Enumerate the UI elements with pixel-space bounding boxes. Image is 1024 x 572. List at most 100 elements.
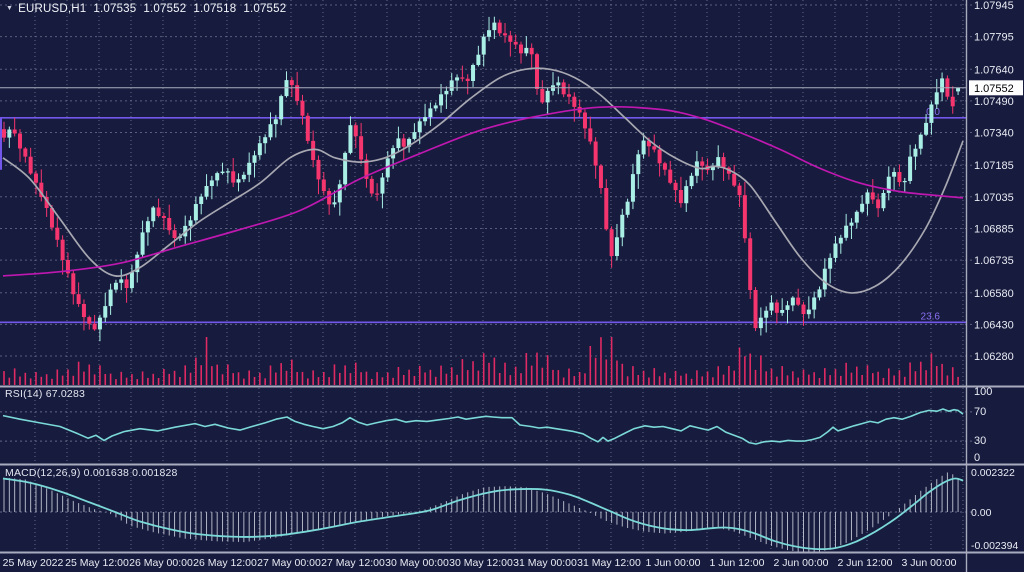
ma-slow-magenta-line <box>2 106 964 277</box>
candle-body <box>572 96 577 107</box>
candle-body <box>247 162 252 175</box>
fib-level-label: 23.6 <box>921 311 941 322</box>
candle-body <box>636 154 641 175</box>
ma-fast-gray-line <box>2 67 964 294</box>
rsi-scale-label: 30 <box>974 435 986 447</box>
rsi-indicator-label: RSI(14) 67.0283 <box>5 388 86 400</box>
candle-body <box>81 304 86 318</box>
candle-body <box>241 174 246 180</box>
candle-body <box>359 136 364 160</box>
candle-body <box>780 310 785 313</box>
candle-body <box>870 192 875 200</box>
candle-body <box>311 140 316 160</box>
candle-body <box>199 196 204 204</box>
candle-body <box>28 156 33 174</box>
candle-body <box>849 222 854 226</box>
price-axis-label: 1.07340 <box>974 128 1014 140</box>
time-axis-label: 26 May 12:00 <box>193 557 257 569</box>
chart-title: ▼ EURUSD,H1 1.07535 1.07552 1.07518 1.07552 <box>6 3 286 15</box>
candle-body <box>321 179 326 192</box>
candle-body <box>2 129 6 138</box>
candle-body <box>657 149 662 164</box>
candle-body <box>524 47 529 54</box>
grid-layer <box>0 0 972 552</box>
candle-body <box>460 77 465 79</box>
candle-body <box>481 36 486 55</box>
candle-body <box>92 323 97 330</box>
time-axis-label: 30 May 00:00 <box>385 557 449 569</box>
candle-body <box>476 54 481 65</box>
candle-body <box>908 156 913 181</box>
candle-body <box>401 138 406 147</box>
candle-body <box>913 148 918 157</box>
candle-body <box>17 133 22 149</box>
candle-body <box>838 237 843 244</box>
candle-body <box>646 140 651 147</box>
candle-body <box>892 172 897 177</box>
candle-body <box>614 237 619 256</box>
symbol-timeframe-label: EURUSD,H1 <box>18 3 87 15</box>
candle-body <box>625 201 630 215</box>
candle-body <box>449 80 454 91</box>
candle-body <box>209 180 214 186</box>
candle-body <box>886 176 891 193</box>
candle-body <box>742 195 747 239</box>
candle-body <box>876 199 881 209</box>
candle-body <box>204 186 209 197</box>
rsi-line <box>2 408 964 445</box>
price-axis-label: 1.06735 <box>974 255 1014 267</box>
candle-body <box>156 207 161 216</box>
candle-body <box>812 297 817 310</box>
price-axis-label: 1.06280 <box>974 351 1014 363</box>
candle-body <box>764 310 769 318</box>
candle-body <box>588 128 593 142</box>
candle-body <box>161 216 166 218</box>
candle-body <box>497 22 502 34</box>
candle-body <box>609 229 614 256</box>
price-axis-label: 1.07795 <box>974 32 1014 44</box>
candle-body <box>566 94 571 97</box>
candle-body <box>263 137 268 144</box>
rsi-panel <box>0 408 972 445</box>
rsi-scale-label: 100 <box>974 386 992 398</box>
candle-body <box>790 297 795 306</box>
price-axis-label: 1.06430 <box>974 319 1014 331</box>
candle-body <box>828 257 833 269</box>
candle-body <box>289 80 294 86</box>
candle-body <box>529 47 534 55</box>
ohlc-values: 1.07535 1.07552 1.07518 1.07552 <box>86 3 286 15</box>
time-axis-label: 1 Jun 00:00 <box>646 557 701 569</box>
candle-body <box>700 161 705 166</box>
candle-body <box>300 100 305 116</box>
ohlc-value-0: 1.07535 <box>93 3 137 15</box>
candle-body <box>487 30 492 37</box>
candle-body <box>801 304 806 315</box>
candle-body <box>151 207 156 222</box>
candle-body <box>545 90 550 103</box>
candle-body <box>865 192 870 204</box>
ohlc-value-1: 1.07552 <box>143 3 187 15</box>
candle-body <box>295 85 300 101</box>
candle-body <box>167 218 172 231</box>
time-axis-label: 2 Jun 12:00 <box>838 557 893 569</box>
time-axis-label: 27 May 00:00 <box>257 557 321 569</box>
candle-body <box>716 157 721 166</box>
candle-body <box>535 54 539 89</box>
candle-body <box>215 173 220 181</box>
candle-body <box>769 302 774 311</box>
ohlc-value-2: 1.07518 <box>193 3 237 15</box>
candle-body <box>396 138 401 149</box>
candle-body <box>391 148 396 159</box>
time-axis-label: 1 Jun 12:00 <box>710 557 765 569</box>
time-axis: 25 May 2022 25 May 12:00 26 May 00:00 26 Ma… <box>3 557 957 569</box>
time-axis-label: 31 May 12:00 <box>577 557 641 569</box>
volume-layer <box>3 337 959 385</box>
symbol-dropdown-icon[interactable]: ▼ <box>6 4 14 12</box>
candle-body <box>902 181 907 183</box>
candle-body <box>508 35 513 42</box>
candle-body <box>881 193 886 209</box>
candle-body <box>220 171 225 174</box>
candle-body <box>444 90 449 95</box>
